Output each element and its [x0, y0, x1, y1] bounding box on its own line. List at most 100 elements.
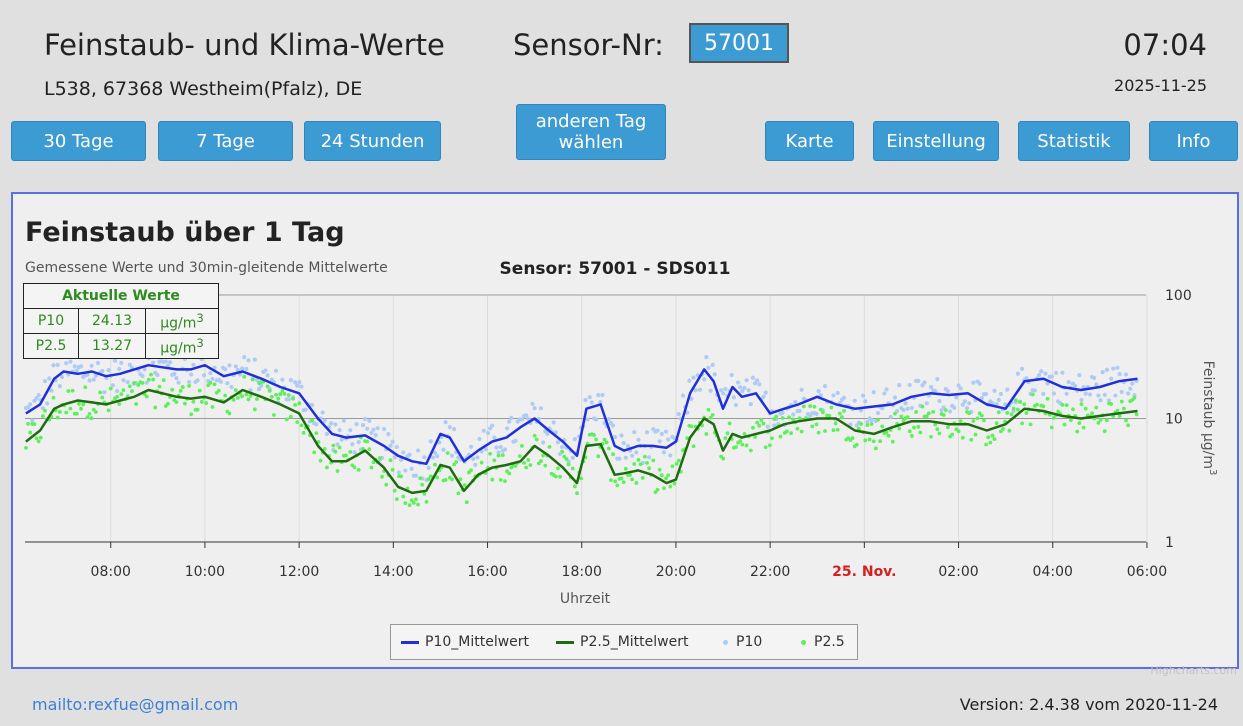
unit-superscript: 3	[196, 335, 204, 350]
p10-point	[971, 380, 976, 385]
p25-point	[634, 481, 639, 485]
table-row: P10 24.13 µg/m3	[23, 308, 219, 334]
p10-point	[36, 392, 41, 398]
map-button[interactable]: Karte	[765, 121, 854, 161]
p25-point	[878, 439, 883, 444]
p10-point	[490, 423, 495, 428]
legend-item-p25[interactable]: P2.5	[797, 634, 845, 650]
p10-point	[244, 366, 249, 372]
p25-point	[174, 400, 179, 405]
p10-point	[659, 431, 664, 436]
p25-point	[791, 417, 796, 422]
p25-point	[422, 491, 427, 496]
p25-point	[541, 453, 546, 458]
p25-point	[1049, 425, 1054, 430]
p25-point	[106, 408, 111, 413]
settings-button-label: Einstellung	[886, 130, 986, 152]
p25-point	[672, 481, 677, 486]
p25-point	[517, 454, 522, 459]
p10-point	[371, 427, 376, 432]
p25-point	[81, 402, 86, 407]
p10-point	[967, 401, 972, 406]
p10-point	[375, 426, 380, 431]
p10-point	[477, 436, 482, 442]
p25-point	[344, 453, 348, 458]
p25-point	[418, 476, 423, 481]
p25-point	[93, 410, 98, 414]
p10-point	[663, 429, 669, 434]
p25-point	[666, 473, 671, 478]
p10-point	[47, 376, 52, 381]
p25-point	[899, 414, 904, 419]
p10-point	[481, 428, 486, 433]
p25-point	[394, 497, 399, 502]
legend-item-p10-mean[interactable]: P10_Mittelwert	[401, 634, 529, 650]
p25-point	[1060, 402, 1065, 407]
p10-point	[748, 401, 753, 407]
statistics-button[interactable]: Statistik	[1018, 121, 1130, 161]
sensor-number-input[interactable]	[689, 23, 789, 63]
p25-point	[778, 434, 783, 439]
p25-point	[784, 429, 789, 434]
legend-item-p10[interactable]: P10	[719, 634, 762, 650]
current-values-table: Aktuelle Werte P10 24.13 µg/m3 P2.5 13.2…	[23, 283, 219, 359]
p10-point	[632, 429, 637, 435]
p10-point	[144, 380, 149, 385]
p10-point	[998, 391, 1004, 397]
p25-point	[924, 414, 929, 419]
p25-point	[157, 384, 162, 389]
y-tick-label: 1	[1165, 535, 1174, 551]
p25-point	[369, 465, 374, 470]
p25-point	[24, 445, 28, 450]
p25-point	[575, 491, 579, 496]
settings-button[interactable]: Einstellung	[873, 121, 999, 161]
p10-point	[1113, 393, 1118, 398]
chart-container	[11, 192, 1239, 669]
p25-point	[808, 404, 813, 409]
p10-point	[498, 444, 503, 450]
p10-point	[350, 442, 355, 447]
30-days-button[interactable]: 30 Tage	[11, 121, 146, 161]
p10-point	[708, 388, 713, 393]
24-hours-button[interactable]: 24 Stunden	[304, 121, 441, 161]
chart-credits[interactable]: Highcharts.com	[1150, 664, 1237, 677]
p10-point	[435, 454, 440, 459]
p10-point	[1051, 391, 1057, 396]
p25-point	[187, 384, 192, 388]
p10-point	[937, 398, 942, 404]
p25-point	[462, 483, 467, 488]
p25-point	[195, 407, 200, 412]
contact-email-link[interactable]: mailto:rexfue@gmail.com	[32, 695, 239, 714]
p10-point	[1077, 373, 1082, 378]
p10-point	[49, 388, 54, 393]
p25-point	[1098, 418, 1103, 422]
p25-point	[77, 401, 81, 406]
x-tick-label: 14:00	[373, 564, 413, 580]
p25-point	[613, 479, 618, 484]
p10-point	[992, 388, 997, 393]
legend-item-p25-mean[interactable]: P2.5_Mittelwert	[556, 634, 688, 650]
p25-point	[390, 467, 395, 472]
p25-point	[799, 429, 804, 434]
p25-point	[859, 422, 863, 426]
p10-point	[763, 390, 768, 395]
p25-point	[458, 477, 463, 482]
p25-point	[801, 404, 806, 409]
p10-point	[685, 410, 690, 415]
p25-point	[642, 454, 647, 459]
p25-point	[426, 477, 431, 482]
p25-point	[454, 460, 459, 464]
p25-point	[759, 418, 764, 422]
p25-point	[971, 419, 976, 423]
p25-point	[1052, 416, 1056, 420]
pollutant-unit: µg/m3	[145, 333, 219, 359]
select-other-day-button[interactable]: anderen Tag wählen	[516, 104, 666, 160]
info-button[interactable]: Info	[1149, 121, 1238, 161]
7-days-button[interactable]: 7 Tage	[158, 121, 293, 161]
p25-point	[534, 437, 539, 442]
p25-point	[553, 474, 558, 479]
x-tick-label: 20:00	[656, 564, 696, 580]
p10-point	[322, 418, 327, 423]
p25-point	[40, 414, 45, 419]
p25-point	[757, 423, 762, 428]
